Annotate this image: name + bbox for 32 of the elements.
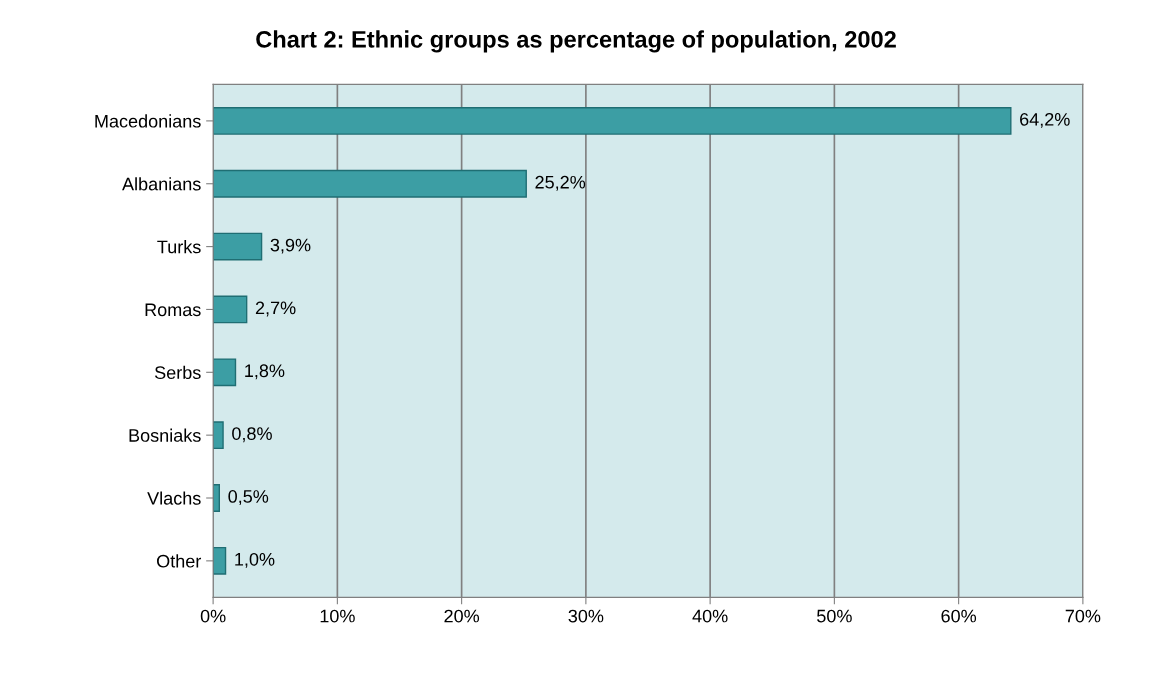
data-label: 0,8% (232, 427, 272, 443)
data-label: 0,5% (228, 490, 269, 505)
x-tick-label: 40% (692, 609, 728, 623)
data-label: 1,8% (245, 364, 285, 380)
y-tick-label: Bosniaks (129, 428, 201, 442)
x-tick-label: 20% (444, 609, 480, 623)
y-tick-label: Vlachs (147, 491, 201, 505)
y-tick-label: Macedonians (95, 114, 201, 128)
y-tick-label: Serbs (154, 365, 201, 380)
bar (213, 421, 224, 450)
bar (213, 232, 263, 261)
data-label: 2,7% (255, 301, 296, 317)
y-tick-label: Other (157, 554, 202, 568)
data-label: 1,0% (235, 552, 275, 568)
bar (213, 295, 248, 324)
x-tick-label: 0% (200, 609, 226, 623)
data-label: 25,2% (535, 175, 586, 191)
bar (213, 358, 237, 387)
bar (213, 546, 227, 575)
y-tick-label: Albanians (122, 177, 201, 191)
data-label: 3,9% (270, 238, 311, 254)
x-tick-label: 60% (941, 609, 977, 623)
bar (213, 169, 527, 198)
x-tick-label: 30% (568, 609, 604, 623)
x-tick-label: 70% (1065, 609, 1101, 623)
y-tick-label: Romas (145, 303, 201, 317)
data-label: 64,2% (1020, 112, 1070, 128)
bar (213, 106, 1012, 135)
y-tick-label: Turks (157, 240, 201, 254)
x-tick-label: 10% (320, 609, 355, 623)
x-tick-label: 50% (817, 609, 852, 623)
chart-title: Chart 2: Ethnic groups as percentage of population, 2002 (256, 30, 896, 53)
